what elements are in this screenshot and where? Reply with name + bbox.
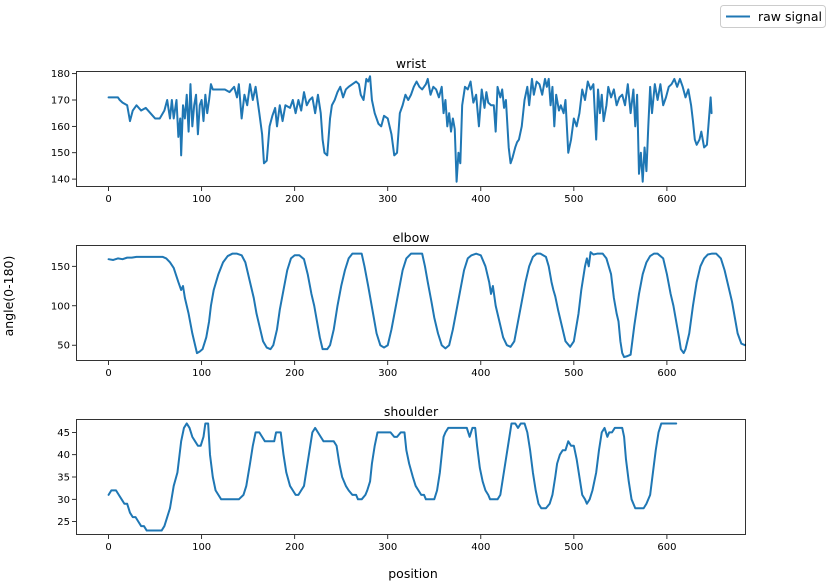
elbow-y-tick-label: 150 [51,262,70,273]
wrist-x-tick-label: 0 [105,194,111,205]
shoulder-axes-frame [76,419,746,535]
shoulder-x-tick-label: 0 [105,542,111,553]
elbow-x-tick-label: 0 [105,368,111,379]
shoulder-y-tick-label: 25 [57,517,70,528]
wrist-x-tick-label: 500 [564,194,583,205]
wrist-y-tick-label: 170 [51,96,70,107]
shoulder-y-tick-label: 40 [57,450,70,461]
shoulder-y-tick-label: 35 [57,473,70,484]
wrist-title: wrist [396,56,426,71]
shoulder-x-tick-label: 500 [564,542,583,553]
wrist-y-tick-label: 180 [51,69,70,80]
shoulder-y-tick-label: 45 [57,428,70,439]
shoulder-title: shoulder [384,404,439,419]
legend-label: raw signal [758,9,822,24]
shoulder-panel: shoulder 0 100 200 300 400 500 600 25 30 35 40 45 [57,404,746,553]
elbow-title: elbow [393,230,430,245]
x-axis-label: position [388,566,438,581]
wrist-y-tick-label: 160 [51,122,70,133]
shoulder-x-tick-label: 100 [192,542,211,553]
elbow-x-tick-label: 300 [378,368,397,379]
wrist-panel: wrist 0 100 200 300 400 500 600 140 150 160 170 180 [51,56,746,205]
shoulder-series-line [107,422,678,532]
elbow-y-tick-label: 50 [57,341,70,352]
elbow-y-tick-label: 100 [51,301,70,312]
shoulder-x-tick-label: 400 [471,542,490,553]
elbow-x-tick-label: 200 [285,368,304,379]
shoulder-y-tick-label: 30 [57,495,70,506]
elbow-x-tick-label: 500 [564,368,583,379]
wrist-series-line [107,75,713,183]
elbow-panel: elbow 0 100 200 300 400 500 600 50 100 150 [51,230,746,379]
wrist-y-tick-label: 140 [51,175,70,186]
wrist-x-tick-label: 300 [378,194,397,205]
elbow-x-tick-label: 600 [657,368,676,379]
wrist-x-tick-label: 600 [657,194,676,205]
elbow-axes-frame [76,245,746,361]
wrist-x-tick-label: 200 [285,194,304,205]
wrist-x-tick-label: 100 [192,194,211,205]
elbow-x-tick-label: 400 [471,368,490,379]
elbow-series-line [107,251,746,359]
legend-frame [720,5,826,28]
legend: raw signal [720,5,826,28]
wrist-y-tick-label: 150 [51,148,70,159]
wrist-axes-frame [76,71,746,187]
shoulder-x-tick-label: 600 [657,542,676,553]
shoulder-x-tick-label: 200 [285,542,304,553]
y-axis-label: angle(0-180) [1,256,16,337]
shoulder-x-tick-label: 300 [378,542,397,553]
wrist-x-tick-label: 400 [471,194,490,205]
elbow-x-tick-label: 100 [192,368,211,379]
